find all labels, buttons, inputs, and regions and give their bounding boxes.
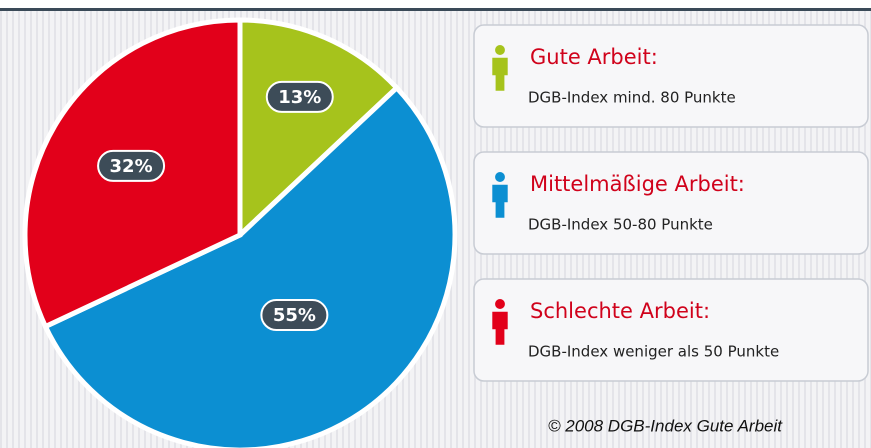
legend-title: Gute Arbeit:	[530, 45, 658, 69]
value-label-pill	[265, 80, 334, 113]
legend-card	[473, 24, 869, 128]
legend: Gute Arbeit: DGB-Index mind. 80 Punkte Mit…	[473, 24, 869, 382]
legend-card	[473, 151, 869, 255]
top-rule	[0, 8, 871, 11]
pie-slice	[42, 84, 458, 448]
person-icon-head	[495, 172, 505, 182]
legend-description: DGB-Index weniger als 50 Punkte	[528, 343, 779, 361]
legend-description: DGB-Index 50-80 Punkte	[528, 216, 713, 234]
value-label-pill	[97, 149, 166, 182]
value-label: 13%	[278, 87, 321, 108]
person-icon-body	[492, 57, 508, 91]
person-icon-body	[492, 184, 508, 218]
person-icon-head	[495, 45, 505, 55]
value-label-pill	[260, 299, 329, 332]
legend-description: DGB-Index mind. 80 Punkte	[528, 89, 736, 107]
person-icon-body	[492, 311, 508, 345]
value-label: 32%	[110, 156, 153, 177]
legend-title: Schlechte Arbeit:	[530, 299, 710, 323]
legend-card	[473, 278, 869, 382]
top-band	[0, 0, 871, 8]
pie: 13% 55% 32%	[22, 17, 458, 448]
value-label: 55%	[273, 305, 316, 326]
person-icon-head	[495, 299, 505, 309]
legend-title: Mittelmäßige Arbeit:	[530, 172, 745, 196]
source: © 2008 DGB-Index Gute Arbeit	[548, 416, 783, 435]
pie-slice	[237, 17, 401, 241]
